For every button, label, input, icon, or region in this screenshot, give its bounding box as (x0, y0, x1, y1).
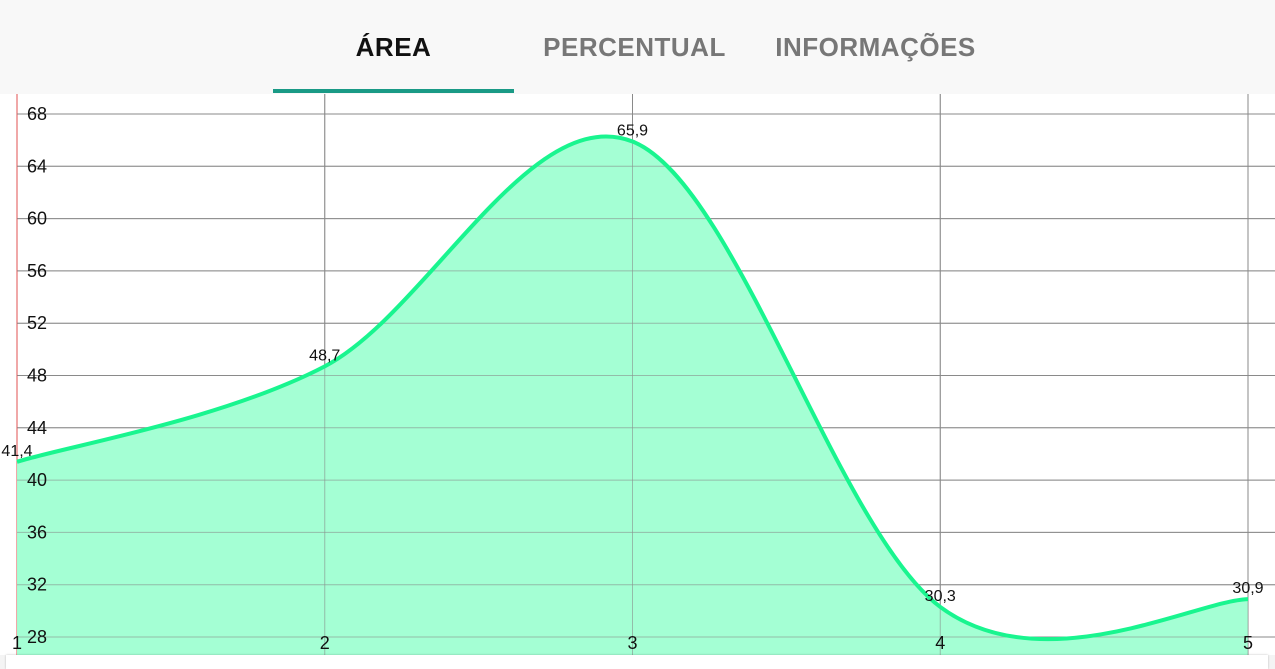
y-tick-label: 64 (27, 156, 47, 176)
y-tick-label: 48 (27, 366, 47, 386)
chart-canvas: 28 32 36 40 44 48 52 56 60 64 68 1 2 3 4 5 41,4 48,7 65,9 3… (1, 94, 1275, 655)
data-label: 41,4 (1, 443, 32, 460)
bottom-card (6, 655, 1268, 669)
tab-bar: ÁREA PERCENTUAL INFORMAÇÕES (0, 0, 1275, 94)
data-label: 30,3 (925, 588, 956, 605)
y-tick-label: 36 (27, 522, 47, 542)
active-tab-indicator (273, 89, 514, 93)
data-label: 65,9 (617, 122, 648, 139)
series-line (16, 134, 1249, 642)
tab-percentual[interactable]: PERCENTUAL (543, 31, 726, 62)
tab-informacoes[interactable]: INFORMAÇÕES (775, 31, 976, 62)
data-label: 30,9 (1232, 580, 1263, 597)
area-chart: 28 32 36 40 44 48 52 56 60 64 68 1 2 3 4 5 41,4 48,7 65,9 3… (0, 94, 1275, 669)
data-label: 48,7 (309, 347, 340, 364)
y-tick-label: 60 (27, 209, 47, 229)
x-tick-label: 5 (1243, 633, 1253, 653)
x-tick-label: 2 (320, 633, 330, 653)
y-tick-label: 28 (27, 627, 47, 647)
x-tick-label: 1 (12, 633, 22, 653)
y-tick-label: 56 (27, 261, 47, 281)
x-tick-label: 4 (935, 633, 945, 653)
y-tick-label: 68 (27, 104, 47, 124)
y-tick-label: 40 (27, 470, 47, 490)
y-tick-label: 44 (27, 418, 47, 438)
y-tick-label: 32 (27, 575, 47, 595)
tab-area[interactable]: ÁREA (355, 31, 432, 62)
x-tick-label: 3 (627, 633, 637, 653)
y-tick-label: 52 (27, 313, 47, 333)
